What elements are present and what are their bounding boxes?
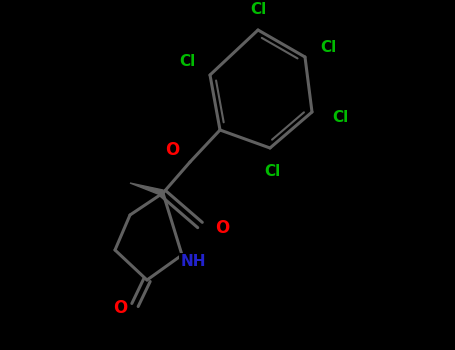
Text: Cl: Cl [332,111,348,126]
Polygon shape [130,183,163,196]
Text: NH: NH [180,254,206,270]
Text: O: O [165,141,179,159]
Text: Cl: Cl [264,164,280,180]
Text: O: O [113,299,127,317]
Text: Cl: Cl [179,55,195,70]
Text: O: O [215,219,229,237]
Text: Cl: Cl [250,2,266,18]
Text: Cl: Cl [320,41,336,56]
